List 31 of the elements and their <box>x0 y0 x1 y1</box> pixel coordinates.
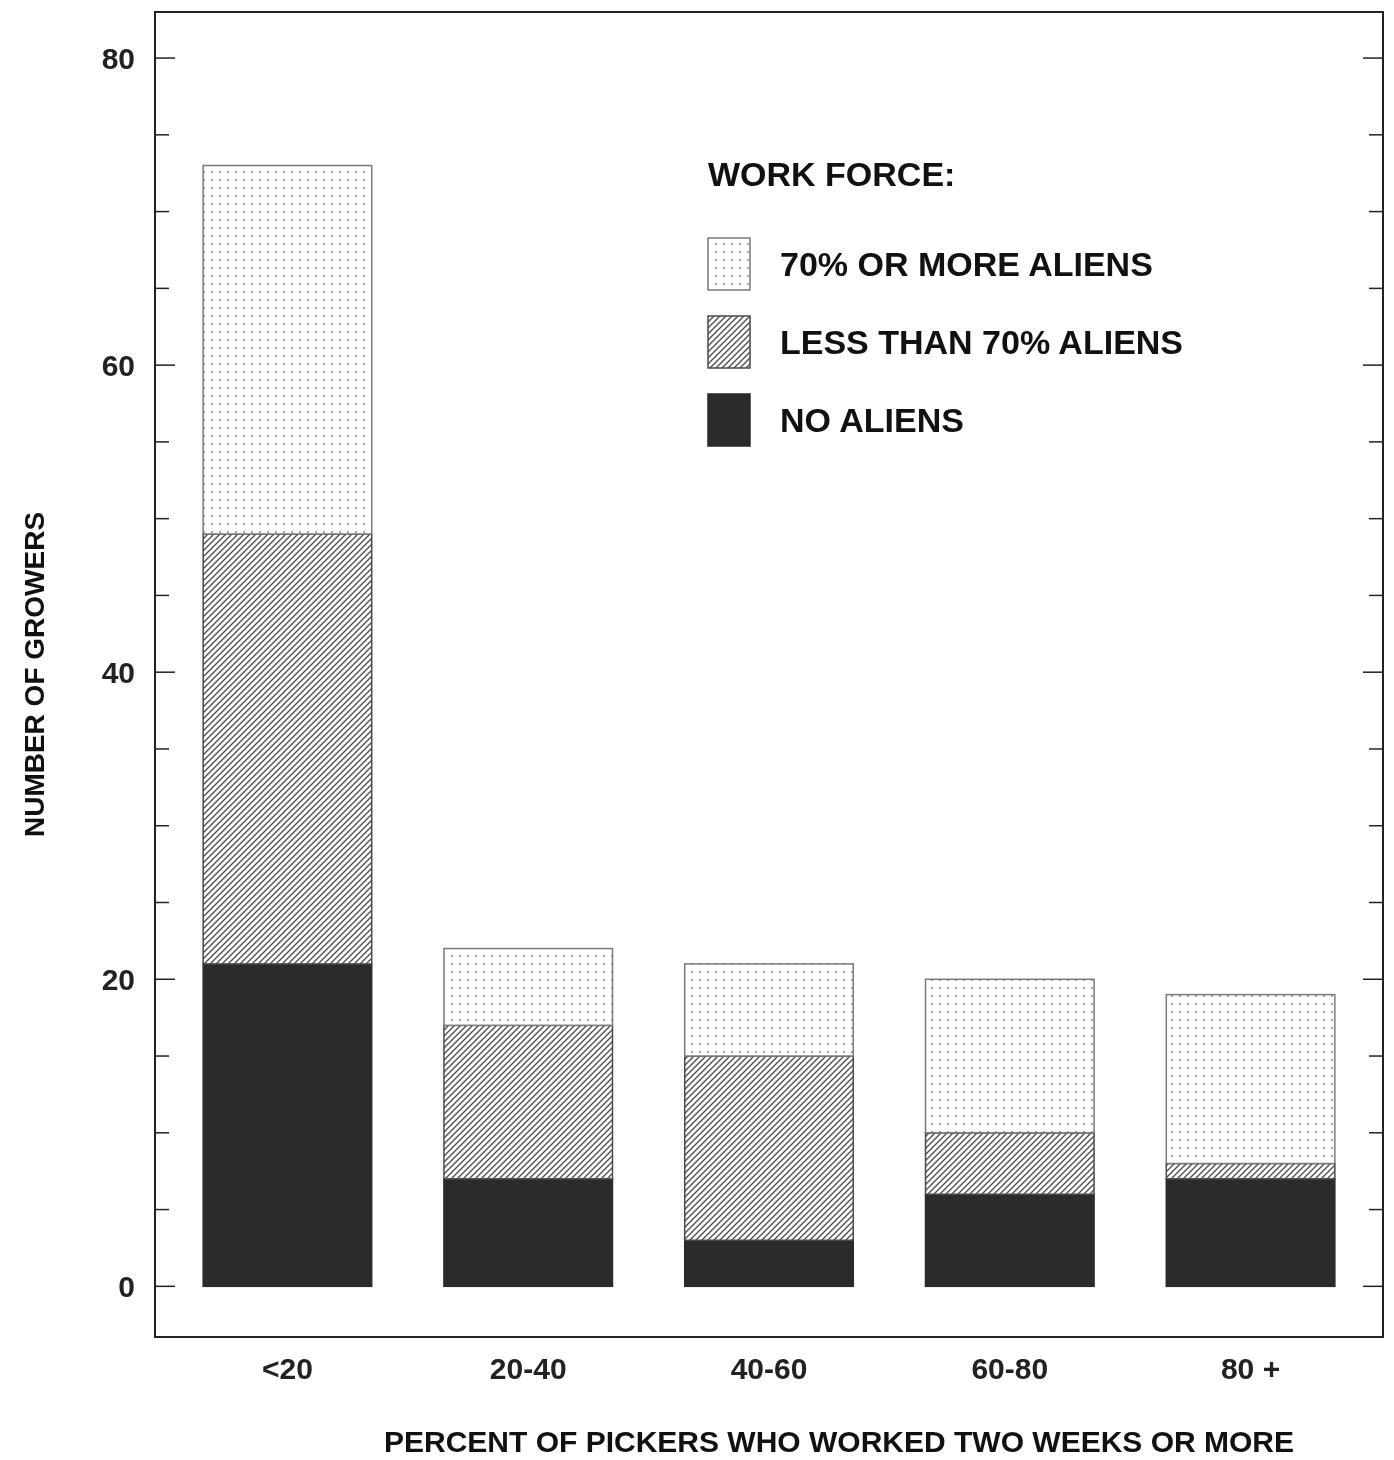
x-axis-title: PERCENT OF PICKERS WHO WORKED TWO WEEKS OR MORE <box>383 1425 1295 1458</box>
bar <box>202 963 373 1288</box>
bar <box>1165 1178 1336 1288</box>
bar <box>1165 1162 1336 1180</box>
bar <box>202 164 373 535</box>
y-tick-label: 40 <box>101 655 135 689</box>
bar <box>924 1132 1095 1195</box>
y-tick-label: 0 <box>118 1269 135 1303</box>
bar <box>1165 993 1336 1165</box>
bar <box>683 963 855 1057</box>
bar <box>443 1024 614 1180</box>
legend-label: LESS THAN 70% ALIENS <box>780 322 1184 361</box>
legend-label: 70% OR MORE ALIENS <box>780 244 1153 283</box>
bar <box>924 978 1095 1134</box>
bar <box>202 533 373 965</box>
bar <box>443 947 614 1027</box>
x-tick-label: 20-40 <box>489 1352 567 1385</box>
y-tick-label: 20 <box>101 962 135 996</box>
bar <box>443 1178 614 1288</box>
legend-label: NO ALIENS <box>780 400 964 439</box>
y-axis-title: NUMBER OF GROWERS <box>19 511 50 838</box>
x-tick-label: 60-80 <box>971 1352 1049 1385</box>
x-tick-label: 80 + <box>1220 1352 1281 1385</box>
x-tick-label: 40-60 <box>730 1352 808 1385</box>
bar <box>683 1055 855 1242</box>
bar <box>924 1193 1095 1288</box>
y-tick-label: 80 <box>101 41 135 75</box>
x-tick-label: <20 <box>261 1352 313 1385</box>
bar <box>683 1239 855 1288</box>
y-tick-label: 60 <box>101 348 135 382</box>
legend-title: WORK FORCE: <box>708 155 956 193</box>
